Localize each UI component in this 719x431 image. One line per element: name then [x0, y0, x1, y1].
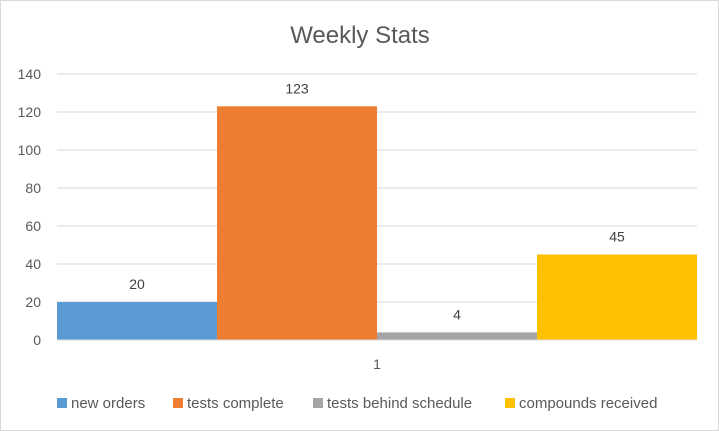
data-label: 4	[453, 306, 461, 322]
legend-label: new orders	[71, 395, 145, 412]
legend-swatch	[505, 398, 515, 408]
data-labels: 20 123 4 45	[129, 80, 625, 322]
legend: new orders tests complete tests behind sch…	[57, 395, 657, 412]
legend-label: compounds received	[519, 395, 657, 412]
x-axis: 1	[57, 339, 697, 372]
y-tick-label: 140	[18, 66, 42, 82]
y-tick-label: 80	[25, 180, 41, 196]
legend-label: tests complete	[187, 395, 284, 412]
y-axis-ticks: 0 20 40 60 80 100 120 140	[18, 66, 42, 348]
legend-swatch	[173, 398, 183, 408]
y-tick-label: 20	[25, 294, 41, 310]
data-label: 20	[129, 276, 145, 292]
y-tick-label: 60	[25, 218, 41, 234]
chart-title: Weekly Stats	[290, 22, 430, 49]
legend-label: tests behind schedule	[327, 395, 472, 412]
bar-new-orders	[57, 302, 217, 340]
data-label: 123	[285, 80, 309, 96]
y-tick-label: 100	[18, 142, 42, 158]
y-tick-label: 120	[18, 104, 42, 120]
y-tick-label: 0	[33, 332, 41, 348]
bars	[57, 106, 697, 340]
bar-tests-complete	[217, 106, 377, 340]
bar-compounds-received	[537, 254, 697, 340]
legend-swatch	[313, 398, 323, 408]
legend-swatch	[57, 398, 67, 408]
bar-tests-behind-schedule	[377, 332, 537, 340]
y-tick-label: 40	[25, 256, 41, 272]
data-label: 45	[609, 229, 625, 245]
x-tick-label: 1	[373, 356, 381, 372]
